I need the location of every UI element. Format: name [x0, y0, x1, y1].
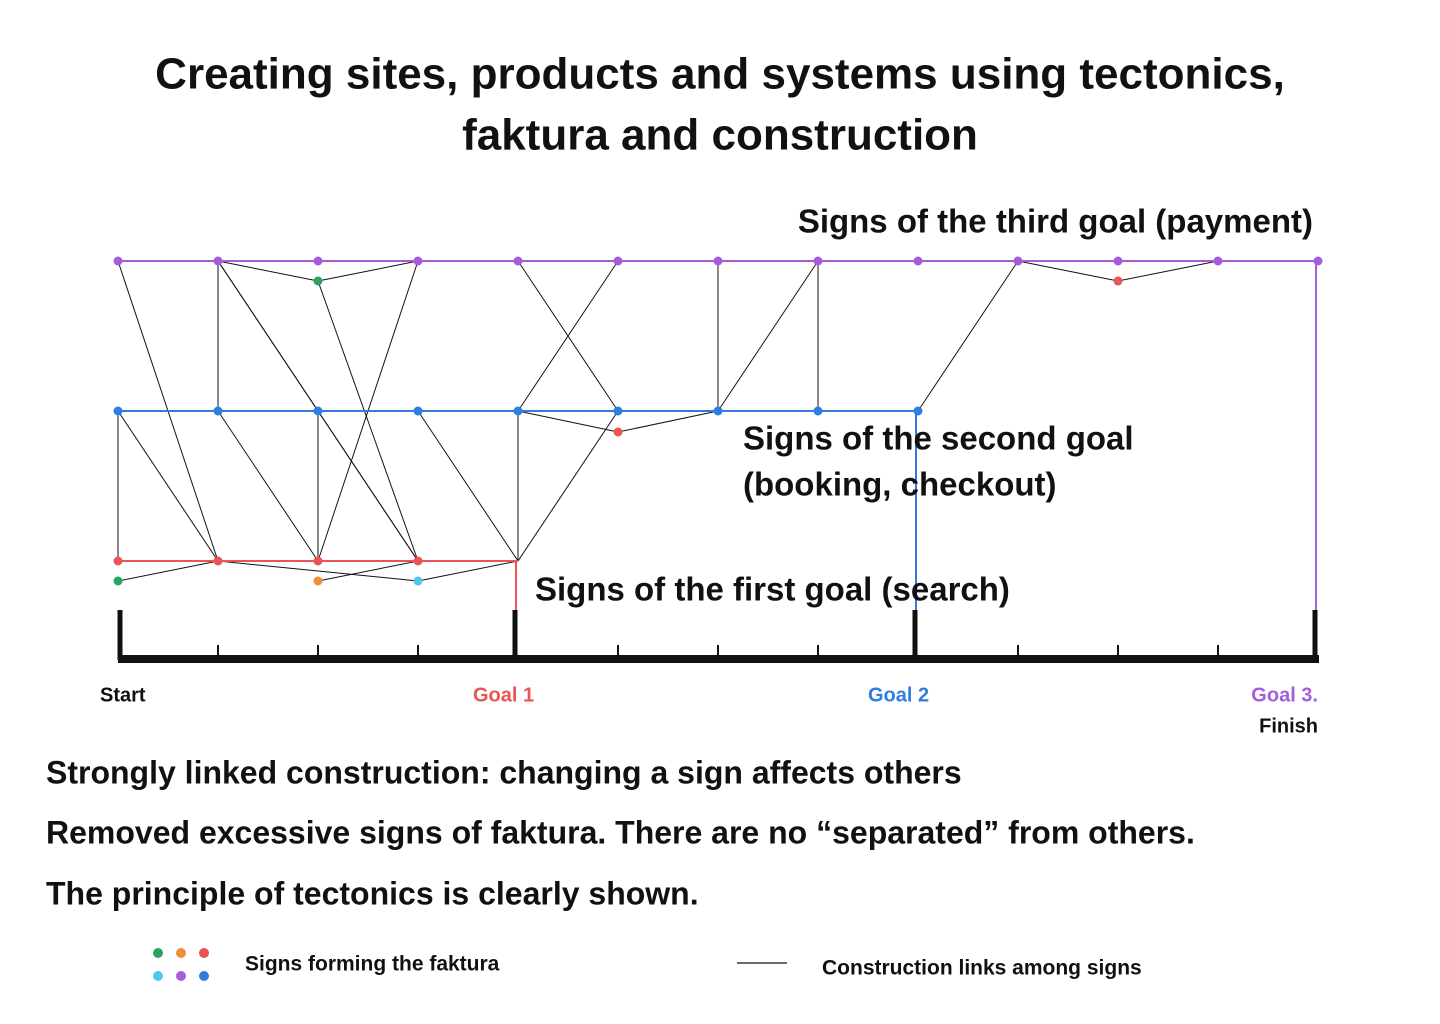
- axis-label: Start: [100, 684, 146, 706]
- sign-dot: [813, 256, 823, 266]
- construction-link: [517, 410, 619, 433]
- sign-dot: [413, 256, 423, 266]
- sign-dot: [113, 576, 123, 586]
- dots: [113, 256, 1323, 586]
- note: Removed excessive signs of faktura. Ther…: [46, 814, 1195, 850]
- construction-link: [217, 260, 319, 282]
- axis-label: Goal 1: [473, 684, 534, 706]
- sign-dot: [313, 406, 323, 416]
- axis-label: Goal 3.: [1251, 684, 1318, 706]
- construction-link: [917, 260, 1019, 412]
- construction-link: [417, 560, 519, 582]
- construction-link: [717, 260, 819, 412]
- sign-dot: [413, 576, 423, 586]
- construction-link: [217, 260, 319, 412]
- construction-link: [317, 560, 419, 582]
- goal-label: Signs of the first goal (search): [535, 571, 1010, 608]
- sign-dot: [913, 406, 923, 416]
- sign-dot: [113, 556, 123, 566]
- sign-dot: [1113, 276, 1123, 286]
- sign-dot: [813, 406, 823, 416]
- sign-dot: [313, 576, 323, 586]
- construction-link: [617, 410, 719, 433]
- construction-link: [117, 560, 219, 582]
- sign-dot: [1013, 256, 1023, 266]
- sign-dot: [913, 256, 923, 266]
- sign-dot: [113, 406, 123, 416]
- legend-dot: [199, 971, 209, 981]
- note: The principle of tectonics is clearly sh…: [46, 875, 699, 911]
- sign-dot: [1313, 256, 1323, 266]
- construction-link: [1017, 260, 1119, 282]
- sign-dot: [413, 406, 423, 416]
- sign-dot: [213, 406, 223, 416]
- construction-link: [317, 410, 419, 562]
- title-line: Creating sites, products and systems usi…: [155, 50, 1285, 99]
- legend-dot: [153, 971, 163, 981]
- sign-dot: [313, 256, 323, 266]
- construction-link: [317, 260, 419, 282]
- sign-dot: [1213, 256, 1223, 266]
- title-line: faktura and construction: [462, 111, 978, 160]
- sign-dot: [213, 256, 223, 266]
- sign-dot: [713, 406, 723, 416]
- construction-link: [317, 280, 419, 562]
- sign-dot: [113, 256, 123, 266]
- sign-dot: [713, 256, 723, 266]
- sign-dot: [413, 556, 423, 566]
- legend-dot: [199, 948, 209, 958]
- legend-dot: [153, 948, 163, 958]
- goal-label: Signs of the third goal (payment): [798, 203, 1313, 240]
- sign-dot: [313, 276, 323, 286]
- sign-dot: [513, 256, 523, 266]
- construction-link: [117, 410, 219, 562]
- construction-link: [517, 410, 619, 562]
- axis-label: Goal 2: [868, 684, 929, 706]
- construction-link: [517, 260, 619, 412]
- sign-dot: [613, 256, 623, 266]
- sign-dot: [1113, 256, 1123, 266]
- construction-link: [1117, 260, 1219, 282]
- legend-label: Construction links among signs: [822, 957, 1142, 980]
- sign-dot: [613, 406, 623, 416]
- sign-dot: [313, 556, 323, 566]
- goal-label: Signs of the second goal: [743, 420, 1134, 457]
- legend-dot: [176, 948, 186, 958]
- sign-dot: [213, 556, 223, 566]
- sign-dot: [513, 406, 523, 416]
- note: Strongly linked construction: changing a…: [46, 754, 962, 790]
- axis-label: Finish: [1259, 715, 1318, 737]
- construction-link: [417, 410, 519, 562]
- legend-dot: [176, 971, 186, 981]
- legend-label: Signs forming the faktura: [245, 953, 500, 976]
- construction-link: [217, 560, 419, 582]
- construction-link: [217, 410, 319, 562]
- sign-dot: [613, 427, 623, 437]
- goal-label: (booking, checkout): [743, 466, 1057, 503]
